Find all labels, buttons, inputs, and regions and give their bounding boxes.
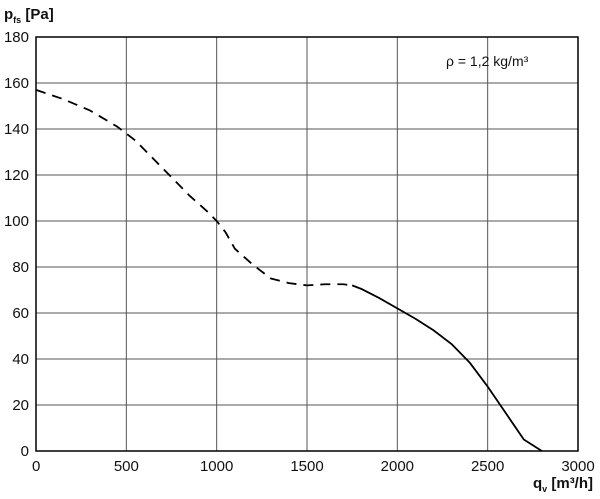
density-annotation: ρ = 1,2 kg/m³ (446, 53, 529, 69)
x-tick-label: 1000 (200, 458, 233, 475)
x-axis-title-unit: [m³/h] (547, 475, 593, 492)
y-tick-labels: 0 20 40 60 80 100 120 140 160 180 (4, 29, 29, 460)
y-tick-label: 160 (4, 75, 29, 92)
y-axis-title: pfs [Pa] (4, 6, 54, 25)
y-tick-label: 60 (12, 305, 29, 322)
x-tick-label: 1500 (290, 458, 323, 475)
y-tick-label: 20 (12, 397, 29, 414)
x-tick-label: 500 (114, 458, 139, 475)
y-tick-label: 120 (4, 167, 29, 184)
grid-lines (35, 36, 579, 452)
y-tick-label: 0 (21, 443, 29, 460)
y-tick-label: 100 (4, 213, 29, 230)
plot-frame (35, 36, 579, 452)
y-axis-title-unit: [Pa] (21, 6, 54, 23)
x-axis-title-subscript: v (542, 484, 547, 494)
x-tick-label: 2500 (471, 458, 504, 475)
y-tick-label: 140 (4, 121, 29, 138)
y-axis-title-subscript: fs (13, 15, 21, 25)
y-tick-label: 180 (4, 29, 29, 46)
x-tick-label: 0 (32, 458, 40, 475)
x-axis-title: qv [m³/h] (533, 475, 593, 494)
x-tick-label: 2000 (381, 458, 414, 475)
y-axis-title-main: p (4, 6, 13, 23)
x-tick-label: 3000 (561, 458, 594, 475)
x-axis-title-main: q (533, 475, 542, 492)
series-line-dashed (35, 89, 353, 287)
series-line-solid (351, 284, 543, 452)
y-tick-label: 80 (12, 259, 29, 276)
series-lines (35, 89, 543, 452)
y-tick-label: 40 (12, 351, 29, 368)
x-tick-labels: 0 500 1000 1500 2000 2500 3000 (32, 458, 595, 475)
